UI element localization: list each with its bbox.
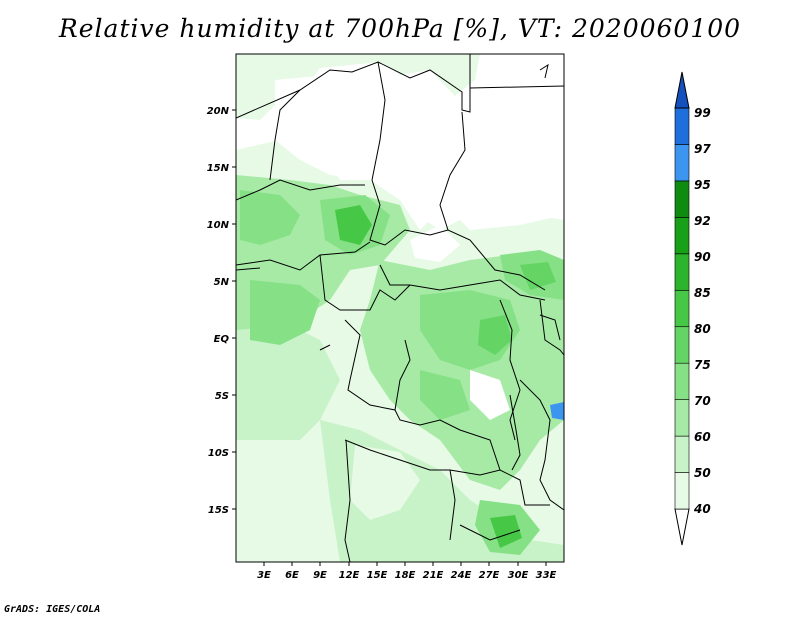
colorbar-label-92: 92 xyxy=(694,214,711,228)
lat-label-15n: 15N xyxy=(207,163,230,174)
colorbar-box xyxy=(674,253,690,291)
lat-label-10s: 10S xyxy=(208,448,229,459)
country-borders xyxy=(236,54,564,562)
colorbar-high-triangle xyxy=(674,71,690,109)
lon-label-15e: 15E xyxy=(367,570,388,581)
colorbar-box xyxy=(674,217,690,255)
grads-credit: GrADS: IGES/COLA xyxy=(4,604,101,615)
colorbar-box xyxy=(674,144,690,182)
lon-label-3e: 3E xyxy=(257,570,271,581)
lat-label-5s: 5S xyxy=(215,391,229,402)
lon-label-18e: 18E xyxy=(395,570,416,581)
lat-label-20n: 20N xyxy=(207,106,230,117)
lat-label-5n: 5N xyxy=(214,277,230,288)
map-title: Relative humidity at 700hPa [%], VT: 202… xyxy=(58,14,742,43)
colorbar-box xyxy=(674,362,690,400)
lat-label-15s: 15S xyxy=(208,505,229,516)
colorbar-label-50: 50 xyxy=(694,466,711,480)
colorbar-box xyxy=(674,289,690,328)
lon-label-33e: 33E xyxy=(536,570,557,581)
colorbar-box xyxy=(674,472,690,510)
colorbar xyxy=(674,71,690,546)
lat-label-eq: EQ xyxy=(214,334,230,345)
colorbar-box xyxy=(674,435,690,473)
colorbar-label-75: 75 xyxy=(694,358,711,372)
lon-label-9e: 9E xyxy=(313,570,327,581)
colorbar-low-triangle xyxy=(674,508,690,546)
colorbar-label-90: 90 xyxy=(694,250,711,264)
colorbar-label-40: 40 xyxy=(693,502,711,516)
colorbar-box xyxy=(674,326,690,364)
lon-label-27e: 27E xyxy=(479,570,500,581)
lat-label-10n: 10N xyxy=(207,220,230,231)
lon-tick-marks xyxy=(263,562,547,566)
lon-label-21e: 21E xyxy=(423,570,444,581)
colorbar-label-85: 85 xyxy=(694,286,711,300)
humidity-field xyxy=(236,54,564,562)
colorbar-box xyxy=(674,399,690,437)
colorbar-box xyxy=(674,180,690,218)
colorbar-label-99: 99 xyxy=(694,106,711,120)
colorbar-label-80: 80 xyxy=(694,322,711,336)
lon-label-12e: 12E xyxy=(339,570,360,581)
lon-label-24e: 24E xyxy=(451,570,472,581)
map-frame xyxy=(235,53,565,563)
lat-tick-marks xyxy=(232,109,236,510)
colorbar-label-70: 70 xyxy=(694,394,711,408)
colorbar-label-60: 60 xyxy=(694,430,711,444)
colorbar-box xyxy=(674,107,690,145)
lon-label-6e: 6E xyxy=(285,570,299,581)
colorbar-label-97: 97 xyxy=(694,142,711,156)
colorbar-label-95: 95 xyxy=(694,178,711,192)
lon-label-30e: 30E xyxy=(508,570,529,581)
